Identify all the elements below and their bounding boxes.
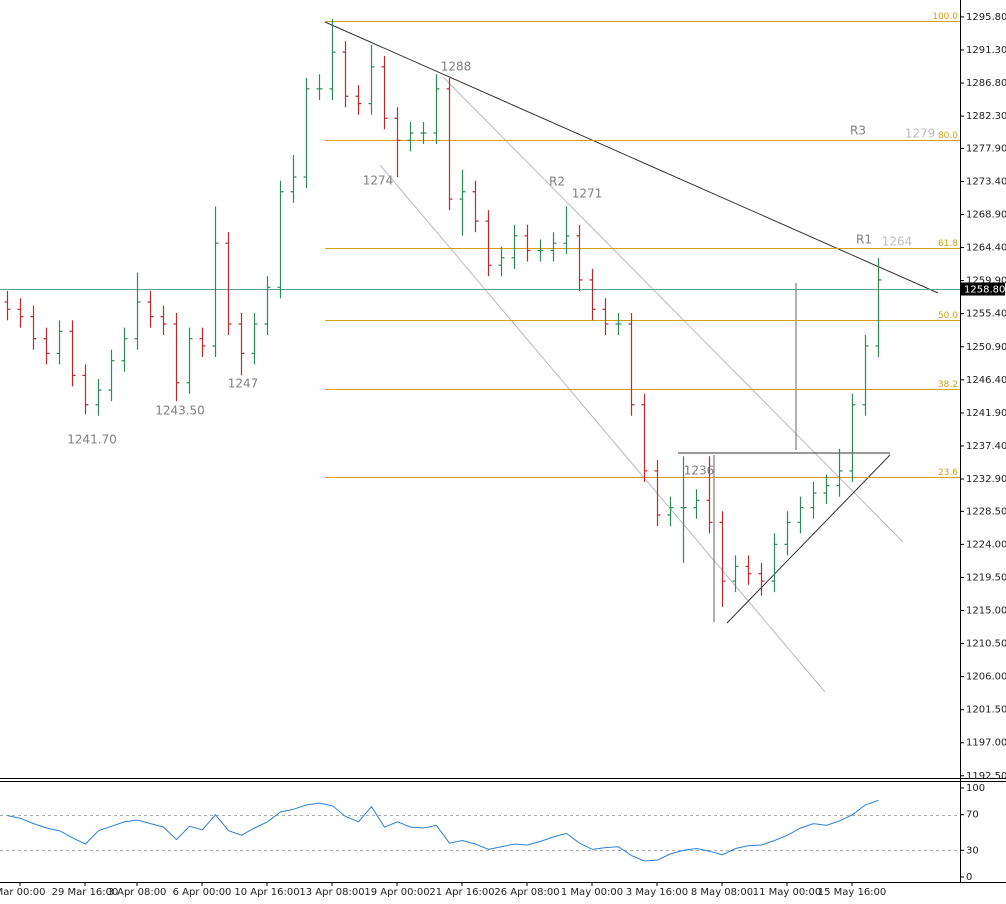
x-tick-label: 13 Apr 08:00 xyxy=(299,887,364,898)
rsi-y-tick-label: 30 xyxy=(966,845,979,856)
x-tick-label: 8 May 08:00 xyxy=(691,887,753,898)
y-tick-label: 1224.00 xyxy=(966,539,1006,550)
x-tick-label: 6 Apr 00:00 xyxy=(173,887,232,898)
annotation: R3 xyxy=(850,124,866,138)
y-tick-label: 1295.80 xyxy=(966,12,1006,23)
x-tick-label: 10 Apr 16:00 xyxy=(234,887,299,898)
channel-line xyxy=(379,164,826,693)
y-tick-label: 1241.90 xyxy=(966,408,1006,419)
fib-label: 100.0 xyxy=(932,12,958,22)
rsi-line xyxy=(7,799,879,862)
y-tick-label: 1286.80 xyxy=(966,78,1006,89)
x-tick-label: 19 Apr 00:00 xyxy=(364,887,429,898)
y-tick-label: 1273.40 xyxy=(966,176,1006,187)
channel-line xyxy=(442,76,904,543)
trendline xyxy=(726,454,891,624)
y-tick-label: 1268.90 xyxy=(966,210,1006,221)
annotation: 1271 xyxy=(572,187,603,201)
annotation: 1264 xyxy=(882,235,913,249)
last-price-label: 1258.80 xyxy=(964,285,1005,296)
annotation: R2 xyxy=(549,175,565,189)
y-tick-label: 1228.50 xyxy=(966,506,1006,517)
trendline xyxy=(324,21,939,294)
x-tick-label: 11 May 00:00 xyxy=(753,887,822,898)
x-tick-label: 3 Apr 08:00 xyxy=(108,887,167,898)
x-tick-label: 3 May 16:00 xyxy=(626,887,688,898)
y-tick-label: 1192.50 xyxy=(966,771,1006,782)
fib-label: 23.6 xyxy=(938,468,958,478)
fib-label: 50.0 xyxy=(938,311,958,321)
y-tick-label: 1277.90 xyxy=(966,143,1006,154)
fib-label: 38.2 xyxy=(938,380,958,390)
y-tick-label: 1237.40 xyxy=(966,441,1006,452)
rsi-y-tick-label: 0 xyxy=(966,872,972,883)
y-tick-label: 1250.90 xyxy=(966,342,1006,353)
y-tick-label: 1255.40 xyxy=(966,309,1006,320)
y-tick-label: 1246.40 xyxy=(966,375,1006,386)
x-tick-label: 26 Apr 08:00 xyxy=(494,887,559,898)
y-tick-label: 1197.00 xyxy=(966,738,1006,749)
last-price-box xyxy=(961,282,1005,296)
y-tick-label: 1291.30 xyxy=(966,45,1006,56)
x-tick-label: 29 Mar 16:00 xyxy=(52,887,119,898)
y-tick-label: 1232.90 xyxy=(966,474,1006,485)
trendlines xyxy=(324,21,939,693)
annotation: 1274 xyxy=(363,174,394,188)
annotation: 1241.70 xyxy=(67,433,117,447)
y-tick-label: 1282.30 xyxy=(966,111,1006,122)
annotation: 1288 xyxy=(441,60,472,74)
fib-label: 61.8 xyxy=(938,239,958,249)
annotation: 1247 xyxy=(228,377,259,391)
y-tick-label: 1259.90 xyxy=(966,276,1006,287)
x-tick-label: 1 May 00:00 xyxy=(561,887,623,898)
rsi-y-tick-label: 100 xyxy=(966,783,985,794)
x-tick-label: 21 Apr 16:00 xyxy=(429,887,494,898)
y-tick-label: 1264.40 xyxy=(966,243,1006,254)
annotation: 1279 xyxy=(905,127,936,141)
y-tick-label: 1215.00 xyxy=(966,605,1006,616)
y-tick-label: 1206.00 xyxy=(966,672,1006,683)
x-tick-label: 15 May 16:00 xyxy=(818,887,887,898)
y-tick-label: 1219.50 xyxy=(966,572,1006,583)
annotation: 1243.50 xyxy=(155,404,205,418)
rsi-y-tick-label: 70 xyxy=(966,810,979,821)
annotation: R1 xyxy=(856,233,872,247)
fib-label: 80.0 xyxy=(938,131,958,141)
y-tick-label: 1210.50 xyxy=(966,639,1006,650)
annotation: 1236 xyxy=(684,464,715,478)
x-tick-label: Mar 00:00 xyxy=(0,887,45,898)
y-tick-label: 1201.50 xyxy=(966,705,1006,716)
